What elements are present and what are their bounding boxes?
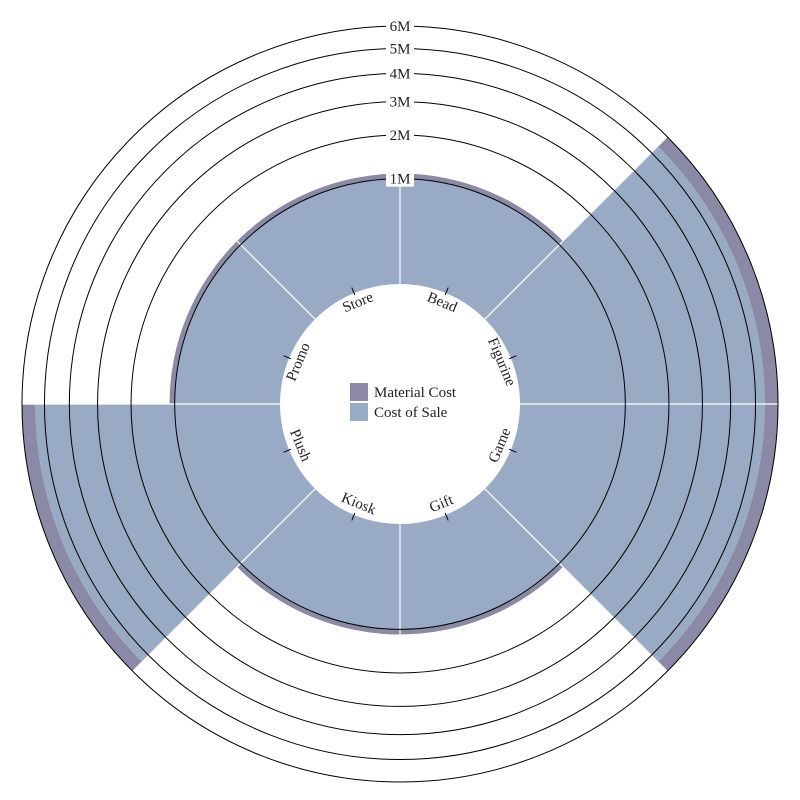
category-tick — [283, 448, 292, 453]
category-separator — [484, 488, 671, 675]
category-tick — [283, 355, 292, 360]
category-separator — [129, 488, 316, 675]
category-tick — [444, 512, 449, 521]
legend-label-material-cost: Material Cost — [374, 385, 457, 401]
legend: Material Cost Cost of Sale — [350, 383, 457, 421]
category-tick — [444, 287, 449, 296]
y-tick-label: 5M — [390, 41, 411, 57]
bar-plush-cost-of-sale[interactable] — [35, 404, 316, 662]
tick-label-bg — [386, 169, 414, 187]
bar-figurine-material-cost[interactable] — [657, 136, 778, 404]
tick-label-bg — [386, 64, 414, 82]
category-separator — [484, 133, 671, 320]
tick-label-bg — [386, 92, 414, 110]
category-tick — [508, 448, 517, 453]
bar-figurine-cost-of-sale[interactable] — [484, 146, 765, 404]
bar-game-material-cost[interactable] — [657, 404, 778, 672]
category-separator — [129, 133, 316, 320]
category-separators — [18, 22, 782, 786]
bar-game-cost-of-sale[interactable] — [484, 404, 765, 662]
tick-label-bg — [386, 17, 414, 34]
legend-swatch-material-cost — [350, 383, 368, 401]
y-tick-label: 3M — [390, 95, 411, 111]
radial-grid: 1M 2M 3M 4M 5M 6M — [21, 17, 779, 783]
tick-label-bg — [386, 126, 414, 144]
y-tick-label: 1M — [390, 172, 411, 188]
legend-label-cost-of-sale: Cost of Sale — [374, 405, 448, 421]
bar-plush-material-cost[interactable] — [21, 404, 143, 672]
tick-label-bg — [386, 39, 414, 57]
y-tick-label: 2M — [390, 128, 411, 144]
category-tick — [508, 355, 517, 360]
y-tick-label: 4M — [390, 66, 411, 82]
category-tick — [351, 512, 356, 521]
y-tick-label: 6M — [390, 19, 411, 35]
legend-swatch-cost-of-sale — [350, 403, 368, 421]
category-tick — [351, 287, 356, 296]
